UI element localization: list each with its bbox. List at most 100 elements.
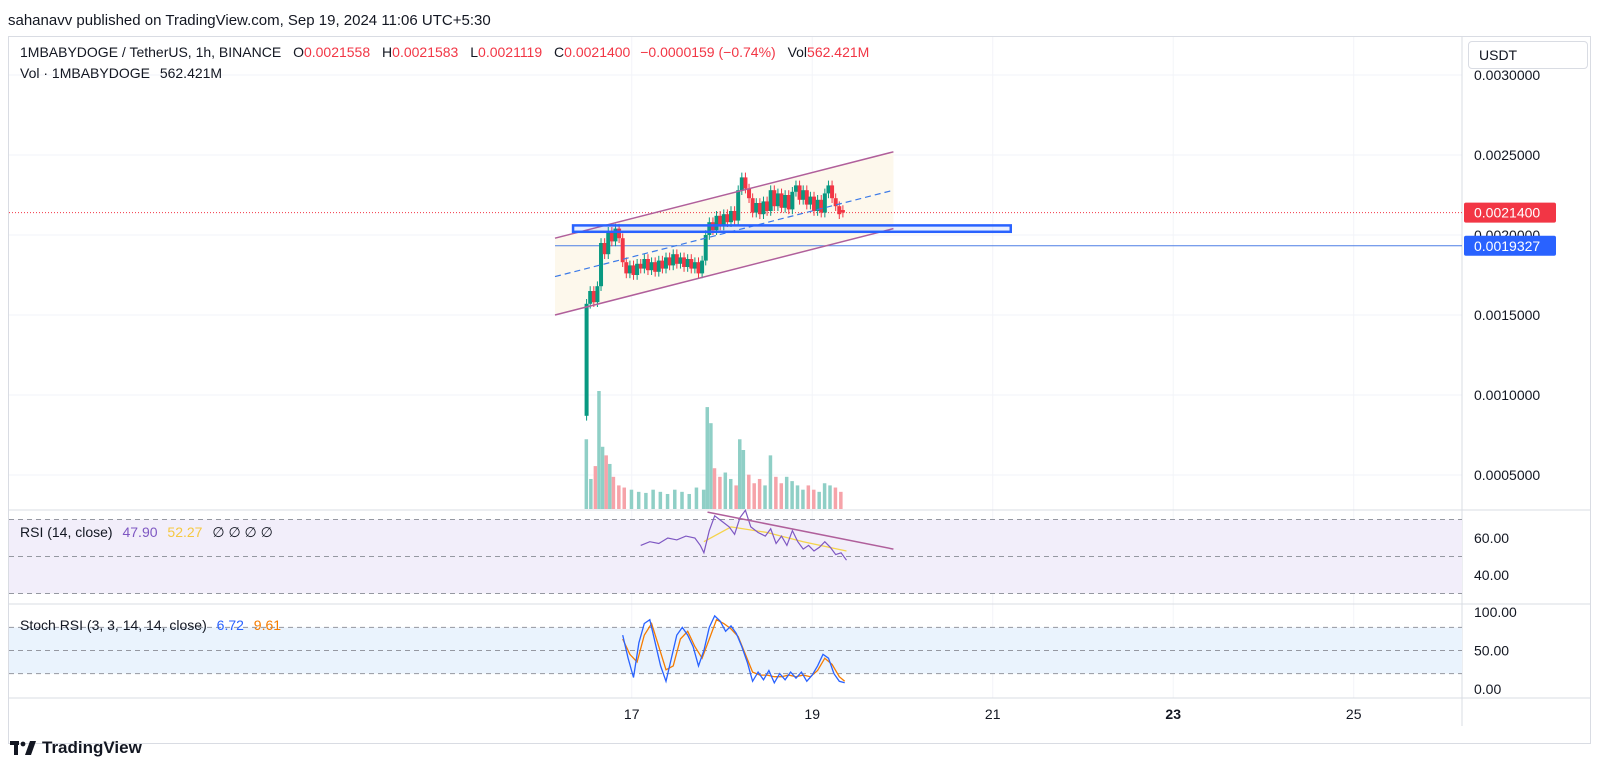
candle-body <box>635 263 640 275</box>
candle-body <box>761 201 766 215</box>
footer-branding[interactable]: TradingView <box>10 738 142 758</box>
time-tick-label: 25 <box>1346 706 1362 722</box>
candle-body <box>595 286 600 303</box>
chart-frame <box>8 36 1591 744</box>
candle-body <box>678 257 683 264</box>
volume-value: 562.421M <box>807 44 870 60</box>
ohlc-legend: 1MBABYDOGE / TetherUS, 1h, BINANCE O 0.00… <box>20 44 869 60</box>
volume-bar <box>728 478 733 509</box>
volume-bar <box>658 491 663 509</box>
volume-bar <box>822 483 827 509</box>
low-value: 0.0021119 <box>478 44 543 60</box>
low-label: L <box>470 44 479 60</box>
candle-body <box>656 260 661 272</box>
candle-body <box>819 199 824 213</box>
candle-body <box>808 196 813 205</box>
volume-bar <box>636 491 641 509</box>
candle-body <box>772 190 777 207</box>
candle-body <box>617 228 622 239</box>
channel-upper-line <box>554 151 894 239</box>
candle-body <box>667 257 672 266</box>
candle-body <box>599 243 604 287</box>
volume-bar <box>774 476 778 509</box>
tradingview-logo-icon <box>10 741 36 755</box>
open-label: O <box>293 44 304 60</box>
price-tick-label: 0.0005000 <box>1474 467 1540 483</box>
candle-body <box>718 215 723 226</box>
candle-body <box>815 199 820 211</box>
volume-bar <box>768 455 773 509</box>
channel-midline <box>554 189 894 278</box>
candle-body <box>703 235 708 261</box>
candle-body <box>804 190 809 205</box>
volume-bar <box>665 493 670 509</box>
price-tick-label: 0.0030000 <box>1474 67 1540 83</box>
candle-body <box>624 262 629 274</box>
volume-bar <box>763 485 767 509</box>
symbol-label[interactable]: 1MBABYDOGE / TetherUS, 1h, BINANCE <box>20 44 282 60</box>
candle-body <box>609 231 614 242</box>
candle-body <box>721 214 726 226</box>
published-by-line: sahanavv published on TradingView.com, S… <box>8 12 491 29</box>
close-label: C <box>554 44 565 60</box>
candle-body <box>728 211 733 223</box>
rsi-ma-line <box>703 526 847 552</box>
stoch-tick-label: 50.00 <box>1474 643 1509 659</box>
volume-bar <box>600 446 605 509</box>
stoch-d-value: 9.61 <box>253 617 282 633</box>
volume-bar <box>687 493 691 509</box>
volume-bar <box>812 489 816 509</box>
volume-bar <box>795 485 800 509</box>
candle-body <box>725 214 730 223</box>
candle-body <box>840 210 845 213</box>
candle-body <box>732 211 737 221</box>
candle-body <box>649 262 654 271</box>
volume-bar <box>701 489 706 509</box>
rsi-extra-values: ∅ ∅ ∅ ∅ <box>212 524 273 540</box>
candle-body <box>833 198 838 207</box>
volume-bar <box>694 487 699 509</box>
brand-name: TradingView <box>42 738 142 757</box>
candle-body <box>696 262 701 274</box>
channel-lower-line <box>554 227 894 316</box>
stoch-rsi-label[interactable]: Stoch RSI (3, 3, 14, 14, close) <box>20 617 207 633</box>
candle-body <box>822 193 827 213</box>
rsi-legend: RSI (14, close) 47.90 52.27 ∅ ∅ ∅ ∅ <box>20 524 273 541</box>
high-label: H <box>382 44 393 60</box>
support-price-tag-label: 0.0019327 <box>1474 238 1540 254</box>
candle-body <box>700 260 705 274</box>
volume-series-value: 562.421M <box>159 65 223 81</box>
candle-body <box>797 185 802 200</box>
candle-body <box>768 190 773 211</box>
volume-bar <box>680 491 684 509</box>
stoch-d-line <box>622 618 846 682</box>
currency-selector[interactable]: USDT <box>1468 41 1588 69</box>
stoch-tick-label: 100.00 <box>1474 604 1517 620</box>
volume-bar <box>709 423 713 509</box>
volume-bar <box>790 481 794 509</box>
volume-bar <box>723 472 728 509</box>
time-tick-label: 19 <box>804 706 820 722</box>
candle-body <box>837 206 842 215</box>
candle-body <box>613 228 618 242</box>
volume-bar <box>629 489 634 509</box>
candle-body <box>674 254 679 264</box>
time-tick-label: 21 <box>985 706 1001 722</box>
candle-body <box>692 262 697 269</box>
volume-bar <box>718 476 722 509</box>
candle-body <box>664 257 669 269</box>
volume-bar <box>611 476 616 509</box>
rsi-tick-label: 40.00 <box>1474 567 1509 583</box>
rsi-label[interactable]: RSI (14, close) <box>20 524 113 540</box>
price-tick-label: 0.0010000 <box>1474 387 1540 403</box>
candle-body <box>671 254 676 266</box>
rsi-line <box>640 509 847 561</box>
candle-body <box>685 259 690 267</box>
volume-bar <box>801 489 805 509</box>
volume-bar <box>738 439 742 509</box>
volume-series-label[interactable]: Vol · 1MBABYDOGE <box>20 65 150 81</box>
candle-body <box>682 257 687 267</box>
time-tick-label: 17 <box>624 706 640 722</box>
